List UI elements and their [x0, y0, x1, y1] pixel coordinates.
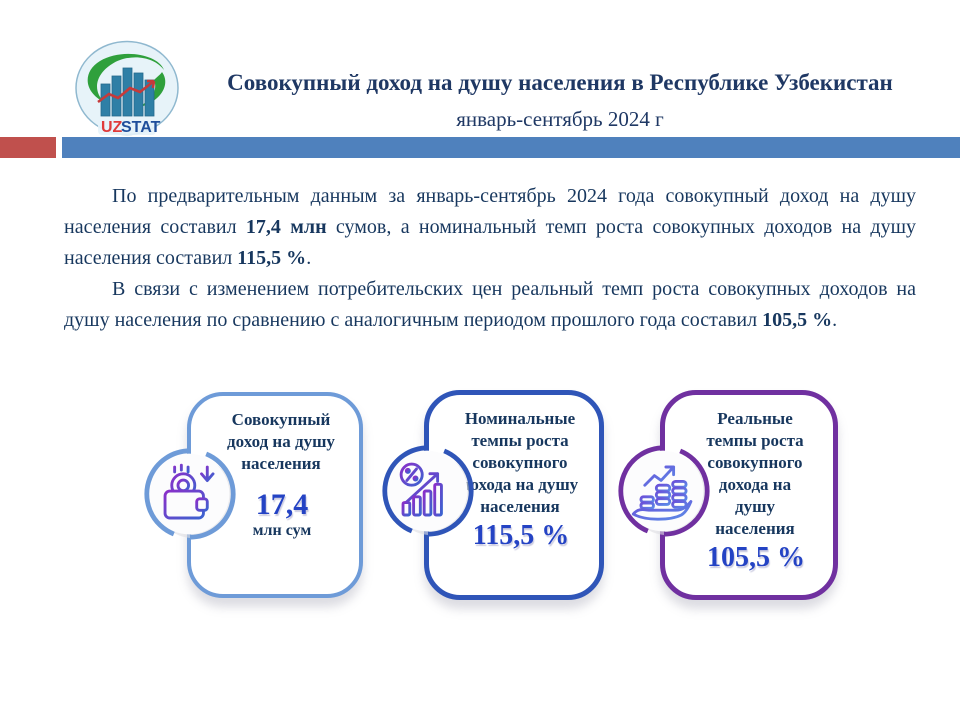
svg-text:STAT: STAT [121, 119, 161, 136]
card-value: 105,5 % [707, 542, 805, 573]
svg-text:UZ: UZ [101, 119, 123, 136]
card-title: Номинальные темпы роста совокупного дохо… [461, 409, 579, 516]
paragraph-1: По предварительным данным за январь-сент… [64, 185, 916, 269]
wallet-income-icon [144, 448, 236, 540]
body-text: По предварительным данным за январь-сент… [64, 181, 916, 336]
logo-swoosh [87, 53, 164, 102]
logo-wordmark: UZ STAT [98, 119, 161, 136]
percent-growth-icon [382, 445, 474, 537]
uzstat-logo: UZ STAT [75, 40, 179, 136]
card-title: Совокупный доход на душу населения [227, 410, 335, 473]
logo-trend-line [97, 79, 155, 104]
coins-hand-growth-icon [618, 445, 710, 537]
paragraph-2: В связи с изменением потребительских цен… [64, 278, 916, 331]
card-real-growth: Реальные темпы роста совокупного дохода … [618, 390, 838, 600]
card-nominal-growth: Номинальные темпы роста совокупного дохо… [382, 390, 604, 600]
accent-band-blue [62, 137, 960, 158]
page-title: Совокупный доход на душу населения в Рес… [227, 70, 893, 95]
card-title: Реальные темпы роста совокупного дохода … [706, 409, 804, 538]
card-value: 115,5 % [472, 520, 570, 551]
accent-band-red [0, 137, 56, 158]
page-subtitle: январь-сентябрь 2024 г [456, 107, 664, 131]
card-unit: млн сум [252, 522, 312, 539]
card-value: 17,4 [255, 488, 309, 521]
card-total-income: Совокупный доход на душу населения 17,4 … [144, 392, 363, 598]
title-block: Совокупный доход на душу населения в Рес… [190, 68, 930, 132]
